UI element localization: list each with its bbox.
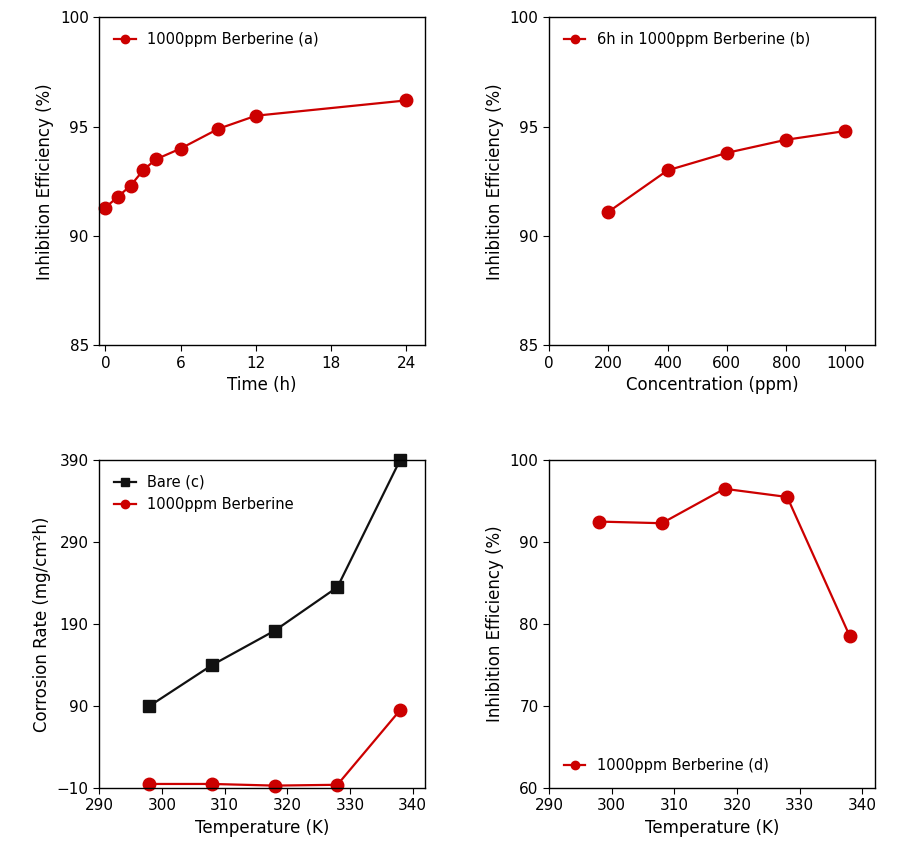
Legend: 6h in 1000ppm Berberine (b): 6h in 1000ppm Berberine (b): [557, 24, 818, 55]
Y-axis label: Inhibition Efficiency (%): Inhibition Efficiency (%): [36, 83, 54, 280]
X-axis label: Temperature (K): Temperature (K): [195, 819, 329, 837]
Legend: 1000ppm Berberine (d): 1000ppm Berberine (d): [557, 751, 777, 781]
Y-axis label: Corrosion Rate (mg/cm²h): Corrosion Rate (mg/cm²h): [33, 516, 51, 732]
Y-axis label: Inhibition Efficiency (%): Inhibition Efficiency (%): [486, 526, 504, 722]
Y-axis label: Inhibition Efficiency (%): Inhibition Efficiency (%): [486, 83, 504, 280]
Legend: Bare (c), 1000ppm Berberine: Bare (c), 1000ppm Berberine: [106, 468, 301, 520]
X-axis label: Concentration (ppm): Concentration (ppm): [626, 376, 798, 394]
Legend: 1000ppm Berberine (a): 1000ppm Berberine (a): [106, 24, 327, 55]
X-axis label: Time (h): Time (h): [227, 376, 297, 394]
X-axis label: Temperature (K): Temperature (K): [645, 819, 779, 837]
